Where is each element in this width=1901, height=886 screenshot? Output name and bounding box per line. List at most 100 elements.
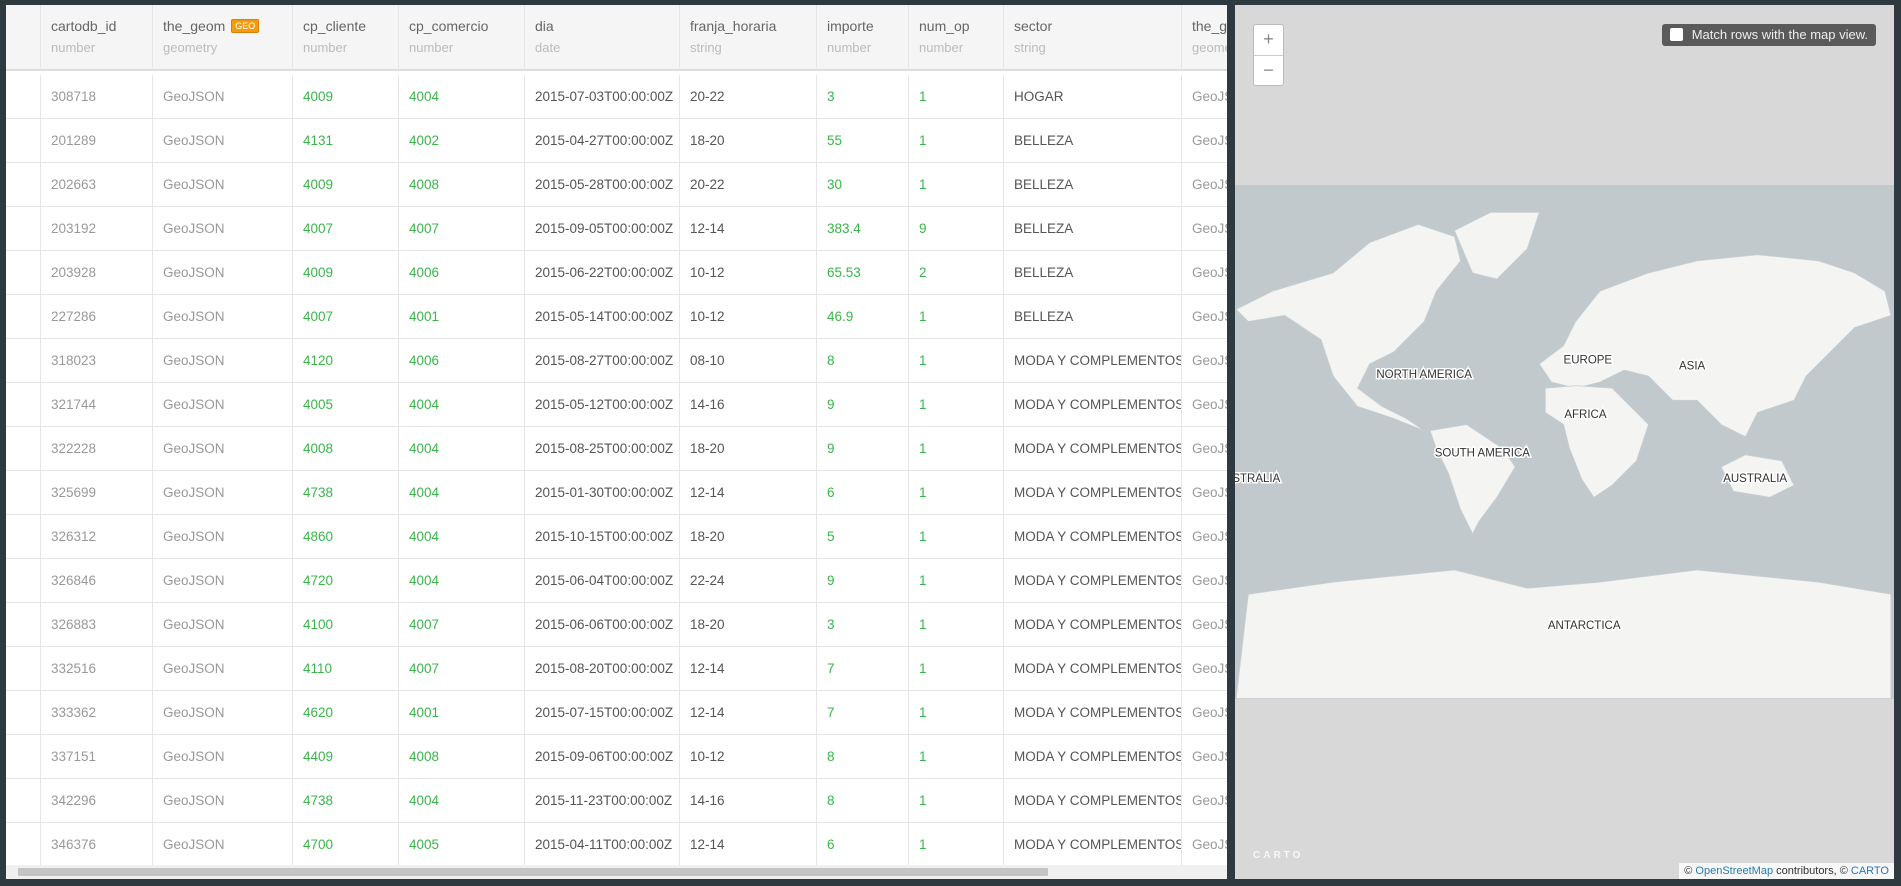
table-cell: 18-20 (679, 427, 816, 471)
table-cell: 46.9 (816, 295, 908, 339)
checkbox[interactable] (1669, 28, 1683, 41)
table-cell: 4004 (398, 383, 524, 427)
table-cell: 30 (816, 163, 908, 207)
table-cell: GeoJSON (1181, 647, 1227, 691)
row-handle (6, 207, 40, 251)
row-handle (6, 647, 40, 691)
table-cell: MODA Y COMPLEMENTOS (1003, 427, 1181, 471)
table-cell: 6 (816, 823, 908, 867)
table-cell: GeoJSON (152, 471, 292, 515)
table-cell: GeoJSON (152, 603, 292, 647)
table-cell: GeoJSON (152, 823, 292, 867)
table-cell: GeoJSON (1181, 75, 1227, 119)
column-name: cp_comercio (409, 18, 489, 34)
row-handle (6, 603, 40, 647)
data-table: cartodb_id number the_geom GEO geometry cp_cl… (6, 5, 1227, 879)
table-cell: MODA Y COMPLEMENTOS (1003, 603, 1181, 647)
table-cell: 14-16 (679, 383, 816, 427)
table-cell: GeoJSON (152, 207, 292, 251)
scroll-thumb[interactable] (18, 868, 1048, 876)
table-cell: 9 (908, 207, 1003, 251)
table-cell: 4005 (398, 823, 524, 867)
match-rows-toggle[interactable]: Match rows with the map view. (1661, 24, 1876, 46)
column-header[interactable]: dia date (524, 5, 679, 71)
table-cell: 4738 (292, 471, 398, 515)
table-cell: 4007 (398, 603, 524, 647)
row-handle (6, 427, 40, 471)
column-name: franja_horaria (690, 18, 777, 34)
table-cell: 4007 (292, 295, 398, 339)
table-cell: 4008 (292, 427, 398, 471)
column-header[interactable]: franja_horaria string (679, 5, 816, 71)
table-cell: 18-20 (679, 603, 816, 647)
table-cell: GeoJSON (1181, 119, 1227, 163)
table-cell: BELLEZA (1003, 163, 1181, 207)
column-type: number (409, 40, 454, 55)
table-cell: 2015-08-27T00:00:00Z (524, 339, 679, 383)
column-header[interactable]: sector string (1003, 5, 1181, 71)
table-cell: 4004 (398, 559, 524, 603)
table-cell: HOGAR (1003, 75, 1181, 119)
table-cell: GeoJSON (1181, 427, 1227, 471)
table-cell: 2015-09-06T00:00:00Z (524, 735, 679, 779)
table-cell: GeoJSON (1181, 823, 1227, 867)
table-cell: 1 (908, 735, 1003, 779)
zoom-in-button[interactable]: + (1254, 25, 1283, 56)
table-cell: GeoJSON (1181, 779, 1227, 823)
row-handle (6, 251, 40, 295)
table-cell: 2015-06-04T00:00:00Z (524, 559, 679, 603)
table-cell: 4009 (292, 251, 398, 295)
table-cell: 4004 (398, 779, 524, 823)
carto-logo: CARTO (1253, 850, 1304, 861)
table-cell: 4002 (398, 119, 524, 163)
table-cell: 2015-09-05T00:00:00Z (524, 207, 679, 251)
table-cell: BELLEZA (1003, 207, 1181, 251)
table-cell: 12-14 (679, 691, 816, 735)
basemap: NORTH AMERICA EUROPE ASIA AFRICA SOUTH A… (1235, 185, 1894, 699)
table-cell: 4004 (398, 75, 524, 119)
table-cell: 346376 (40, 823, 152, 867)
table-cell: 321744 (40, 383, 152, 427)
column-header[interactable]: the_geom GEO geometry (152, 5, 292, 71)
table-cell: 1 (908, 339, 1003, 383)
table-cell: 6 (816, 471, 908, 515)
table-cell: BELLEZA (1003, 295, 1181, 339)
column-header[interactable]: cp_cliente number (292, 5, 398, 71)
zoom-control: + − (1253, 24, 1284, 86)
table-cell: GeoJSON (152, 515, 292, 559)
map-label: AUSTRALIA (1235, 473, 1281, 485)
column-name: num_op (919, 18, 970, 34)
table-cell: MODA Y COMPLEMENTOS (1003, 559, 1181, 603)
map[interactable]: NORTH AMERICA EUROPE ASIA AFRICA SOUTH A… (1235, 5, 1894, 879)
geo-badge: GEO (231, 19, 260, 33)
row-handle (6, 471, 40, 515)
horizontal-scrollbar[interactable] (6, 865, 1227, 879)
table-cell: 1 (908, 779, 1003, 823)
table-cell: 10-12 (679, 735, 816, 779)
column-header[interactable]: cartodb_id number (40, 5, 152, 71)
table-cell: 1 (908, 559, 1003, 603)
column-header[interactable]: the_geom geometry (1181, 5, 1227, 71)
column-header[interactable]: importe number (816, 5, 908, 71)
table-cell: 4004 (398, 427, 524, 471)
row-handle (6, 691, 40, 735)
column-type: number (919, 40, 964, 55)
table-cell: 332516 (40, 647, 152, 691)
table-cell: 2 (908, 251, 1003, 295)
map-label: ANTARCTICA (1548, 620, 1621, 632)
table-cell: 4131 (292, 119, 398, 163)
table-cell: 4008 (398, 735, 524, 779)
carto-link[interactable]: CARTO (1850, 865, 1889, 877)
table-cell: 2015-06-06T00:00:00Z (524, 603, 679, 647)
zoom-out-button[interactable]: − (1263, 60, 1274, 80)
table-cell: 1 (908, 603, 1003, 647)
table-cell: MODA Y COMPLEMENTOS (1003, 823, 1181, 867)
table-cell: 322228 (40, 427, 152, 471)
table-cell: 8 (816, 779, 908, 823)
row-handle (6, 515, 40, 559)
table-cell: 4007 (398, 647, 524, 691)
osm-link[interactable]: OpenStreetMap (1695, 865, 1774, 877)
